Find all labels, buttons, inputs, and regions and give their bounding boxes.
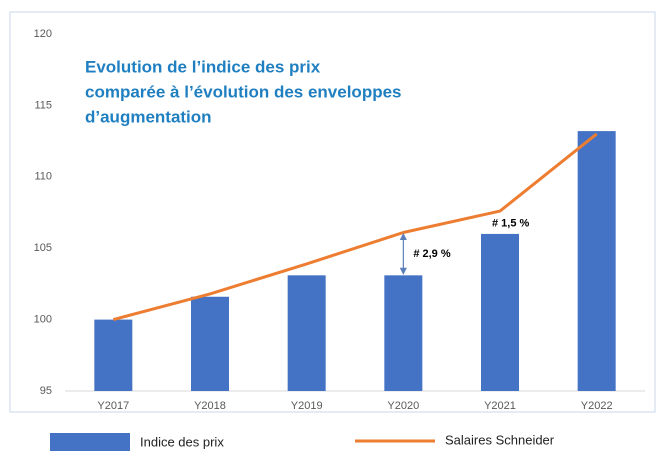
- y-tick-label: 120: [34, 28, 52, 40]
- x-tick-label: Y2022: [581, 400, 613, 412]
- y-tick-label: 110: [34, 171, 52, 183]
- y-tick-label: 95: [40, 385, 52, 397]
- bar: [191, 296, 229, 391]
- legend-swatch: [50, 433, 130, 451]
- legend-label: Indice des prix: [140, 434, 224, 449]
- bar: [384, 275, 423, 391]
- x-tick-label: Y2017: [97, 400, 129, 412]
- line: [112, 132, 598, 322]
- chart-title: d’augmentation: [85, 107, 212, 126]
- x-tick-label: Y2019: [291, 400, 323, 412]
- annotation: # 1,5 %: [492, 217, 530, 229]
- x-tick-label: Y2021: [484, 400, 516, 412]
- chart-title: Evolution de l’indice des prix: [85, 57, 321, 76]
- y-tick-label: 105: [34, 242, 52, 254]
- y-tick-label: 115: [34, 99, 52, 111]
- annotation: # 2,9 %: [413, 248, 451, 260]
- legend-label: Salaires Schneider: [445, 432, 555, 447]
- bar: [287, 275, 326, 391]
- bar: [94, 319, 133, 391]
- y-tick-label: 100: [34, 314, 52, 326]
- bar: [481, 233, 519, 391]
- chart-frame: [9, 11, 656, 413]
- x-tick-label: Y2020: [387, 400, 419, 412]
- x-tick-label: Y2018: [194, 400, 226, 412]
- chart-title: comparée à l’évolution des enveloppes: [85, 82, 402, 101]
- bar: [577, 131, 616, 391]
